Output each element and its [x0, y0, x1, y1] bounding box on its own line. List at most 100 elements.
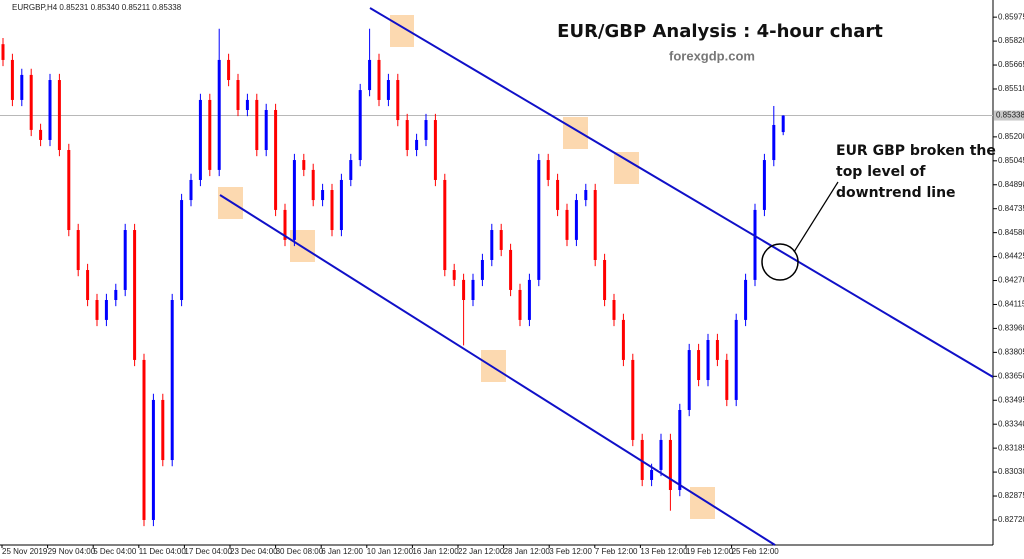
- y-tick-label: 0.85975: [998, 12, 1024, 21]
- candle-body: [86, 270, 90, 300]
- candle-body: [433, 120, 437, 180]
- y-tick-label: 0.83495: [998, 395, 1024, 404]
- candle-body: [95, 299, 99, 320]
- y-tick-label: 0.85045: [998, 156, 1024, 165]
- candle-body: [612, 299, 616, 320]
- candle-body: [725, 359, 729, 400]
- y-tick-label: 0.84425: [998, 252, 1024, 261]
- candle-body: [706, 340, 710, 381]
- candle-body: [48, 80, 52, 140]
- x-tick-label: 11 Dec 04:00: [139, 547, 187, 556]
- annotation: EUR GBP broken the top level of downtren…: [836, 143, 996, 201]
- candle-body: [574, 200, 578, 240]
- candle-body: [668, 439, 672, 491]
- candle-body: [415, 139, 419, 150]
- candle-body: [217, 59, 221, 170]
- candle-body: [57, 80, 61, 150]
- candle-body: [734, 319, 738, 400]
- candle-body: [227, 59, 231, 81]
- x-tick-label: 30 Dec 08:00: [276, 547, 324, 556]
- candle-body: [546, 160, 550, 180]
- x-tick-label: 16 Jan 12:00: [412, 547, 459, 556]
- price-label-box: [994, 110, 1024, 121]
- candle-body: [631, 359, 635, 440]
- y-tick-label: 0.84735: [998, 204, 1024, 213]
- candle-body: [245, 99, 249, 110]
- x-tick-label: 28 Jan 12:00: [504, 547, 551, 556]
- x-tick-label: 25 Nov 2019: [2, 547, 48, 556]
- candle-body: [283, 209, 287, 240]
- candle-body: [593, 190, 597, 260]
- x-tick-label: 3 Feb 12:00: [549, 547, 592, 556]
- x-tick-label: 10 Jan 12:00: [367, 547, 414, 556]
- candle-body: [368, 59, 372, 91]
- candle-body: [715, 340, 719, 360]
- candle-body: [133, 230, 137, 360]
- candle-body: [1, 44, 5, 60]
- candle-body: [302, 160, 306, 170]
- candle-body: [405, 120, 409, 150]
- candle-body: [236, 80, 240, 110]
- candle-body: [67, 149, 71, 231]
- candle-body: [584, 190, 588, 201]
- candle-body: [556, 179, 560, 210]
- candle-body: [189, 179, 193, 201]
- x-tick-label: 19 Feb 12:00: [686, 547, 734, 556]
- candle-body: [20, 74, 24, 100]
- candle-body: [208, 99, 212, 170]
- candle-body: [39, 129, 43, 140]
- candle-body: [180, 200, 184, 300]
- candle-body: [753, 209, 757, 280]
- candle-body: [518, 289, 522, 320]
- x-tick-label: 25 Feb 12:00: [732, 547, 780, 556]
- candle-body: [659, 439, 663, 470]
- candle-body: [621, 319, 625, 360]
- candle-body: [640, 439, 644, 480]
- candle-body: [358, 90, 362, 161]
- candle-body: [687, 350, 691, 410]
- candle-body: [781, 115, 785, 133]
- x-tick-label: 6 Jan 12:00: [321, 547, 363, 556]
- x-tick-label: 7 Feb 12:00: [595, 547, 638, 556]
- candle-body: [29, 74, 33, 130]
- upper-trend-line: [369, 7, 994, 378]
- candle-body: [292, 160, 296, 240]
- candle-body: [339, 179, 343, 231]
- y-tick-label: 0.84115: [998, 300, 1024, 309]
- candle-body: [321, 190, 325, 201]
- candle-body: [377, 59, 381, 100]
- candle-body: [274, 109, 278, 210]
- candle-body: [603, 259, 607, 300]
- candle-body: [650, 469, 654, 480]
- candle-body: [311, 169, 315, 201]
- lower-trend-line: [219, 194, 776, 546]
- candle-body: [264, 109, 268, 150]
- candle-body: [452, 270, 456, 280]
- y-tick-label: 0.85665: [998, 60, 1024, 69]
- x-tick-label: 13 Feb 12:00: [640, 547, 688, 556]
- candle-body: [330, 190, 334, 231]
- candle-body: [527, 279, 531, 320]
- chart-subtitle: forexgdp.com: [669, 48, 755, 63]
- candle-body: [151, 399, 155, 520]
- candle-body: [762, 160, 766, 210]
- chart-title: EUR/GBP Analysis : 4-hour chart: [557, 21, 883, 42]
- candle-body: [443, 179, 447, 271]
- candle-body: [161, 399, 165, 461]
- candle-body: [471, 279, 475, 300]
- candle-body: [396, 80, 400, 121]
- candle-body: [772, 124, 776, 161]
- candle-body: [462, 279, 466, 300]
- pointer-line: [793, 181, 839, 253]
- candle-body: [76, 230, 80, 271]
- y-tick-label: 0.83185: [998, 443, 1024, 452]
